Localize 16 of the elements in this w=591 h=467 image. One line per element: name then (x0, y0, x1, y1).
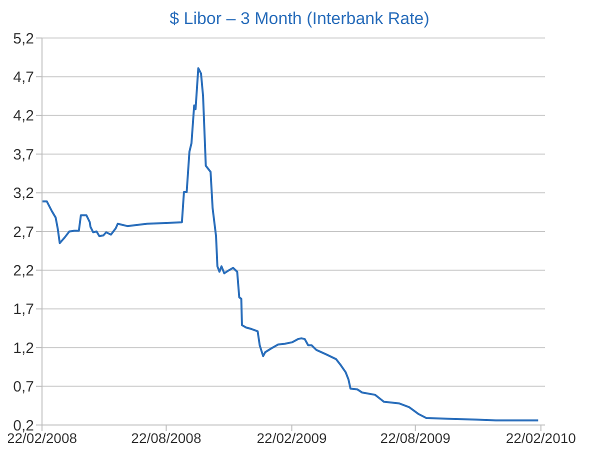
y-tick-label: 1,7 (13, 301, 34, 318)
chart-title: $ Libor – 3 Month (Interbank Rate) (168, 8, 430, 30)
x-tick-label: 22/08/2008 (131, 430, 202, 446)
y-tick-label: 5,2 (13, 30, 34, 48)
y-tick-label: 2,7 (13, 224, 34, 241)
y-tick-label: 1,2 (13, 340, 34, 357)
x-tick-label: 22/02/2009 (256, 430, 328, 446)
y-tick-label: 4,2 (13, 108, 34, 125)
x-tick-label: 22/02/2010 (506, 430, 576, 446)
y-tick-label: 0,7 (13, 378, 34, 396)
y-tick-label: 3,2 (13, 185, 34, 202)
y-tick-label: 2,2 (13, 262, 34, 280)
x-tick-label: 22/08/2009 (380, 430, 451, 446)
line-series (42, 67, 540, 422)
y-tick-label: 3,7 (13, 146, 34, 164)
y-tick-label: 4,7 (13, 69, 34, 86)
